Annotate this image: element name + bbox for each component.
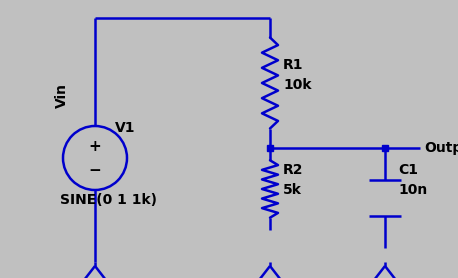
Text: R1: R1 — [283, 58, 304, 72]
Text: Output: Output — [424, 141, 458, 155]
Text: 10n: 10n — [398, 183, 427, 197]
Text: 10k: 10k — [283, 78, 311, 92]
Text: Vin: Vin — [55, 83, 69, 108]
Text: V1: V1 — [115, 121, 136, 135]
Text: C1: C1 — [398, 163, 418, 177]
Text: R2: R2 — [283, 163, 304, 177]
Text: −: − — [89, 163, 101, 178]
Text: SINE(0 1 1k): SINE(0 1 1k) — [60, 193, 157, 207]
Text: 5k: 5k — [283, 183, 302, 197]
Text: +: + — [89, 139, 101, 154]
